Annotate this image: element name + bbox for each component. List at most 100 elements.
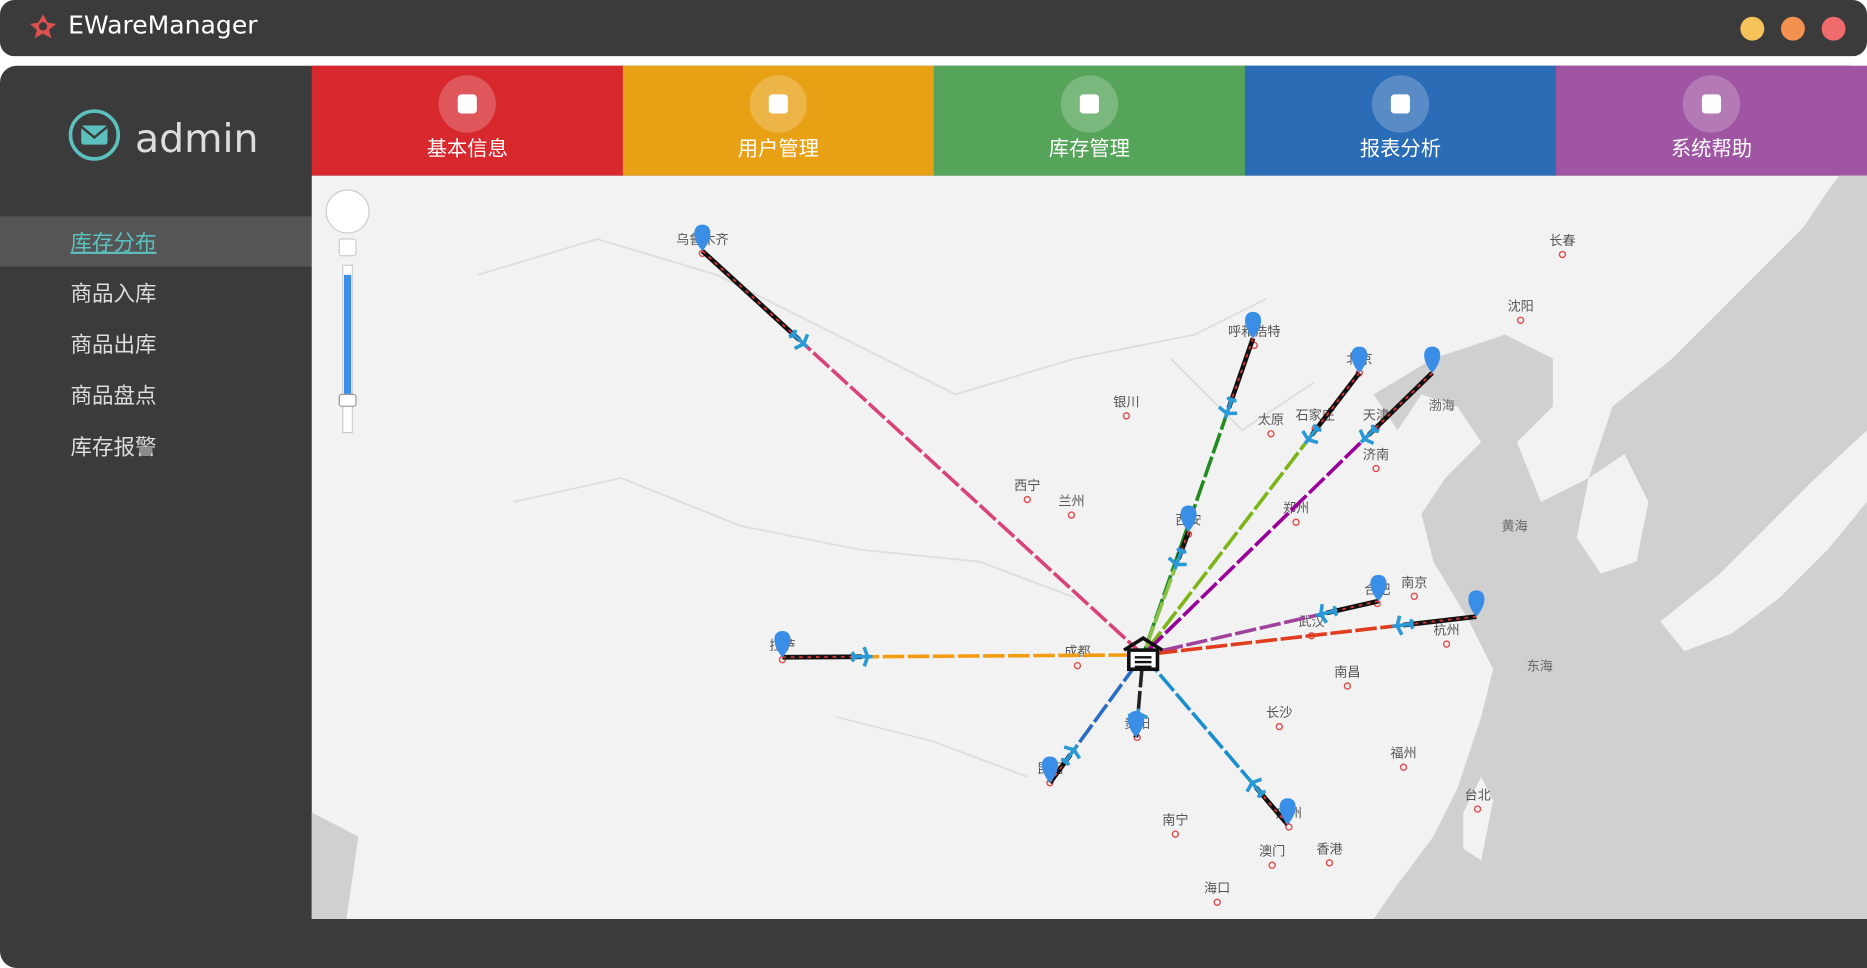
user-name: admin — [135, 116, 258, 162]
city-label: 沈阳 — [1507, 299, 1533, 315]
route-start — [1309, 371, 1362, 437]
city-dot — [1122, 412, 1131, 420]
city-dot — [1410, 592, 1418, 601]
tab-icon-glyph — [1390, 94, 1410, 114]
route — [1141, 505, 1197, 656]
close-button[interactable] — [1821, 16, 1846, 41]
nav-tab[interactable] — [311, 65, 624, 176]
city-dot — [1213, 898, 1221, 906]
city-label: 济南 — [1363, 447, 1389, 463]
nav-tab[interactable] — [1244, 65, 1557, 176]
location-pin — [1370, 574, 1387, 602]
app-title: EWareManager — [68, 10, 258, 39]
city-label: 杭州 — [1433, 623, 1459, 639]
zoom-control[interactable] — [325, 189, 370, 434]
city-label: 银川 — [1113, 394, 1139, 410]
city-label: 成都 — [1064, 644, 1090, 660]
city-label: 海口 — [1204, 881, 1230, 897]
route-start-dash — [1367, 372, 1433, 436]
route-start — [782, 654, 862, 660]
tab-label: 库存管理 — [1049, 136, 1130, 160]
city-dot — [1558, 250, 1567, 259]
city-label: 香港 — [1316, 841, 1342, 857]
location-pin — [1279, 798, 1296, 825]
sidebar-item[interactable]: 商品盘点 — [70, 384, 156, 409]
route — [1142, 574, 1387, 657]
city-dot — [1399, 763, 1408, 771]
city-label: 长春 — [1549, 233, 1575, 249]
nav-tab[interactable] — [1555, 65, 1867, 176]
warehouse-body — [1127, 648, 1160, 672]
location-pin — [1351, 346, 1368, 373]
route-start-dash — [1049, 754, 1072, 784]
sea-label: 渤海 — [1429, 398, 1455, 414]
location-pin — [774, 630, 791, 658]
sea-label: 东海 — [1527, 658, 1553, 674]
route — [1041, 653, 1145, 785]
city-label: 兰州 — [1058, 494, 1084, 510]
city-dot — [1292, 518, 1300, 526]
tab-icon-glyph — [1079, 94, 1099, 114]
route-start-dash — [1228, 337, 1254, 409]
city-label: 南昌 — [1334, 664, 1360, 680]
city-dot — [1343, 682, 1352, 690]
status-bar — [311, 919, 1867, 968]
tab-icon-glyph — [457, 94, 477, 114]
route — [774, 630, 1144, 667]
route — [1142, 590, 1485, 657]
city-label: 福州 — [1390, 746, 1416, 762]
tab-icon-glyph — [1701, 94, 1722, 114]
route — [694, 224, 1145, 657]
city-dot — [1473, 805, 1482, 813]
route — [1141, 346, 1368, 656]
tab-label: 基本信息 — [427, 136, 508, 160]
location-pin — [1041, 756, 1059, 783]
sea-label: 黄海 — [1502, 519, 1528, 535]
city-label: 南宁 — [1162, 812, 1188, 829]
city-label: 南京 — [1401, 575, 1427, 591]
nav-tab[interactable] — [933, 65, 1246, 176]
city-label: 台北 — [1464, 787, 1490, 803]
location-pin — [694, 224, 711, 251]
location-pin — [1180, 505, 1197, 532]
plane-icon — [1315, 603, 1339, 624]
plane-icon — [850, 646, 873, 667]
city-dot — [1516, 316, 1525, 324]
route-start-dash — [701, 250, 800, 341]
tab-icon-glyph — [768, 94, 788, 114]
city-dot — [1073, 661, 1082, 670]
city-label: 太原 — [1258, 412, 1284, 428]
city-dot — [1285, 823, 1293, 831]
route — [1141, 346, 1441, 657]
maximize-button[interactable] — [1780, 16, 1805, 41]
plane-icon — [1358, 424, 1380, 446]
sidebar-item[interactable]: 库存分布 — [70, 231, 156, 256]
city-dot — [1171, 830, 1180, 838]
map: 乌鲁木齐呼和浩特北京天津渤海长春沈阳银川太原石家庄济南西宁兰州西安郑州黄海合肥南… — [311, 175, 1867, 920]
sidebar-item[interactable]: 商品出库 — [70, 333, 156, 358]
plane-icon — [1217, 396, 1238, 419]
city-label: 澳门 — [1259, 844, 1285, 860]
sidebar-item[interactable]: 库存报警 — [70, 435, 156, 460]
city-dot — [1268, 861, 1276, 869]
sidebar-item[interactable]: 商品入库 — [70, 282, 156, 307]
tab-label: 报表分析 — [1360, 136, 1441, 160]
city-dot — [1372, 464, 1380, 473]
tab-label: 用户管理 — [738, 136, 819, 160]
route-line — [1141, 531, 1191, 656]
location-pin — [1244, 311, 1262, 339]
location-pin — [1127, 711, 1145, 738]
user-avatar — [68, 109, 121, 161]
city-dot — [1325, 859, 1334, 867]
plane-icon — [1301, 423, 1322, 445]
plane-icon — [1245, 777, 1267, 799]
nav-tab[interactable] — [622, 65, 935, 176]
warehouse-door — [1134, 656, 1152, 669]
city-label: 长沙 — [1266, 705, 1292, 721]
city-label: 郑州 — [1283, 501, 1309, 517]
route — [1141, 653, 1296, 827]
city-dot — [1442, 640, 1451, 648]
warehouse-hub — [1123, 636, 1164, 672]
minimize-button[interactable] — [1740, 16, 1765, 41]
